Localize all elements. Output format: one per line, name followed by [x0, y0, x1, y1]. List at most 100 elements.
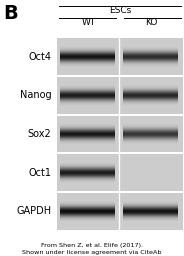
FancyBboxPatch shape: [57, 193, 183, 230]
FancyBboxPatch shape: [60, 138, 115, 139]
FancyBboxPatch shape: [123, 219, 178, 220]
FancyBboxPatch shape: [60, 99, 115, 100]
FancyBboxPatch shape: [60, 209, 115, 210]
FancyBboxPatch shape: [60, 52, 115, 53]
FancyBboxPatch shape: [123, 102, 178, 103]
FancyBboxPatch shape: [123, 60, 178, 61]
FancyBboxPatch shape: [123, 50, 178, 51]
FancyBboxPatch shape: [123, 202, 178, 203]
FancyBboxPatch shape: [123, 48, 178, 49]
FancyBboxPatch shape: [60, 49, 115, 50]
FancyBboxPatch shape: [60, 165, 115, 166]
FancyBboxPatch shape: [60, 47, 115, 48]
FancyBboxPatch shape: [60, 170, 115, 171]
FancyBboxPatch shape: [60, 66, 115, 67]
FancyBboxPatch shape: [123, 64, 178, 65]
FancyBboxPatch shape: [60, 216, 115, 217]
FancyBboxPatch shape: [123, 103, 178, 104]
FancyBboxPatch shape: [123, 137, 178, 138]
Text: KO: KO: [145, 18, 158, 27]
FancyBboxPatch shape: [123, 101, 178, 102]
FancyBboxPatch shape: [123, 87, 178, 88]
FancyBboxPatch shape: [123, 126, 178, 127]
FancyBboxPatch shape: [60, 175, 115, 176]
FancyBboxPatch shape: [123, 127, 178, 128]
FancyBboxPatch shape: [123, 131, 178, 132]
FancyBboxPatch shape: [123, 91, 178, 92]
FancyBboxPatch shape: [123, 139, 178, 140]
FancyBboxPatch shape: [60, 92, 115, 93]
FancyBboxPatch shape: [123, 86, 178, 87]
FancyBboxPatch shape: [123, 54, 178, 55]
FancyBboxPatch shape: [60, 87, 115, 88]
FancyBboxPatch shape: [60, 48, 115, 49]
FancyBboxPatch shape: [60, 140, 115, 141]
FancyBboxPatch shape: [60, 65, 115, 66]
FancyBboxPatch shape: [123, 94, 178, 95]
FancyBboxPatch shape: [60, 94, 115, 95]
FancyBboxPatch shape: [123, 214, 178, 215]
FancyBboxPatch shape: [60, 97, 115, 98]
FancyBboxPatch shape: [123, 201, 178, 202]
FancyBboxPatch shape: [123, 132, 178, 133]
FancyBboxPatch shape: [123, 133, 178, 134]
FancyBboxPatch shape: [60, 128, 115, 129]
FancyBboxPatch shape: [60, 132, 115, 133]
FancyBboxPatch shape: [60, 220, 115, 221]
FancyBboxPatch shape: [123, 93, 178, 94]
FancyBboxPatch shape: [123, 53, 178, 54]
FancyBboxPatch shape: [123, 63, 178, 64]
FancyBboxPatch shape: [60, 205, 115, 206]
FancyBboxPatch shape: [60, 57, 115, 58]
FancyBboxPatch shape: [57, 77, 183, 114]
FancyBboxPatch shape: [123, 124, 178, 125]
FancyBboxPatch shape: [123, 95, 178, 96]
FancyBboxPatch shape: [123, 140, 178, 141]
FancyBboxPatch shape: [60, 204, 115, 205]
FancyBboxPatch shape: [123, 208, 178, 209]
FancyBboxPatch shape: [123, 216, 178, 217]
FancyBboxPatch shape: [123, 210, 178, 211]
FancyBboxPatch shape: [60, 218, 115, 219]
FancyBboxPatch shape: [60, 130, 115, 131]
FancyBboxPatch shape: [60, 206, 115, 207]
FancyBboxPatch shape: [60, 86, 115, 87]
FancyBboxPatch shape: [123, 218, 178, 219]
FancyBboxPatch shape: [123, 138, 178, 139]
FancyBboxPatch shape: [123, 92, 178, 93]
FancyBboxPatch shape: [60, 96, 115, 97]
FancyBboxPatch shape: [123, 47, 178, 48]
Text: Nanog: Nanog: [20, 90, 52, 100]
FancyBboxPatch shape: [60, 171, 115, 172]
FancyBboxPatch shape: [60, 202, 115, 203]
FancyBboxPatch shape: [60, 135, 115, 136]
FancyBboxPatch shape: [60, 125, 115, 126]
FancyBboxPatch shape: [60, 141, 115, 142]
FancyBboxPatch shape: [123, 56, 178, 57]
FancyBboxPatch shape: [123, 129, 178, 130]
FancyBboxPatch shape: [60, 85, 115, 86]
FancyBboxPatch shape: [60, 127, 115, 128]
Text: Sox2: Sox2: [28, 129, 52, 139]
FancyBboxPatch shape: [123, 49, 178, 50]
FancyBboxPatch shape: [60, 64, 115, 65]
FancyBboxPatch shape: [60, 127, 115, 128]
FancyBboxPatch shape: [60, 215, 115, 216]
FancyBboxPatch shape: [123, 220, 178, 221]
FancyBboxPatch shape: [123, 212, 178, 213]
FancyBboxPatch shape: [60, 163, 115, 164]
FancyBboxPatch shape: [60, 168, 115, 169]
FancyBboxPatch shape: [60, 136, 115, 137]
FancyBboxPatch shape: [123, 143, 178, 144]
FancyBboxPatch shape: [60, 137, 115, 138]
FancyBboxPatch shape: [123, 134, 178, 135]
FancyBboxPatch shape: [123, 135, 178, 136]
FancyBboxPatch shape: [123, 142, 178, 143]
FancyBboxPatch shape: [60, 142, 115, 143]
FancyBboxPatch shape: [60, 178, 115, 179]
FancyBboxPatch shape: [60, 93, 115, 94]
FancyBboxPatch shape: [123, 207, 178, 208]
FancyBboxPatch shape: [60, 219, 115, 220]
FancyBboxPatch shape: [60, 166, 115, 167]
FancyBboxPatch shape: [60, 211, 115, 212]
